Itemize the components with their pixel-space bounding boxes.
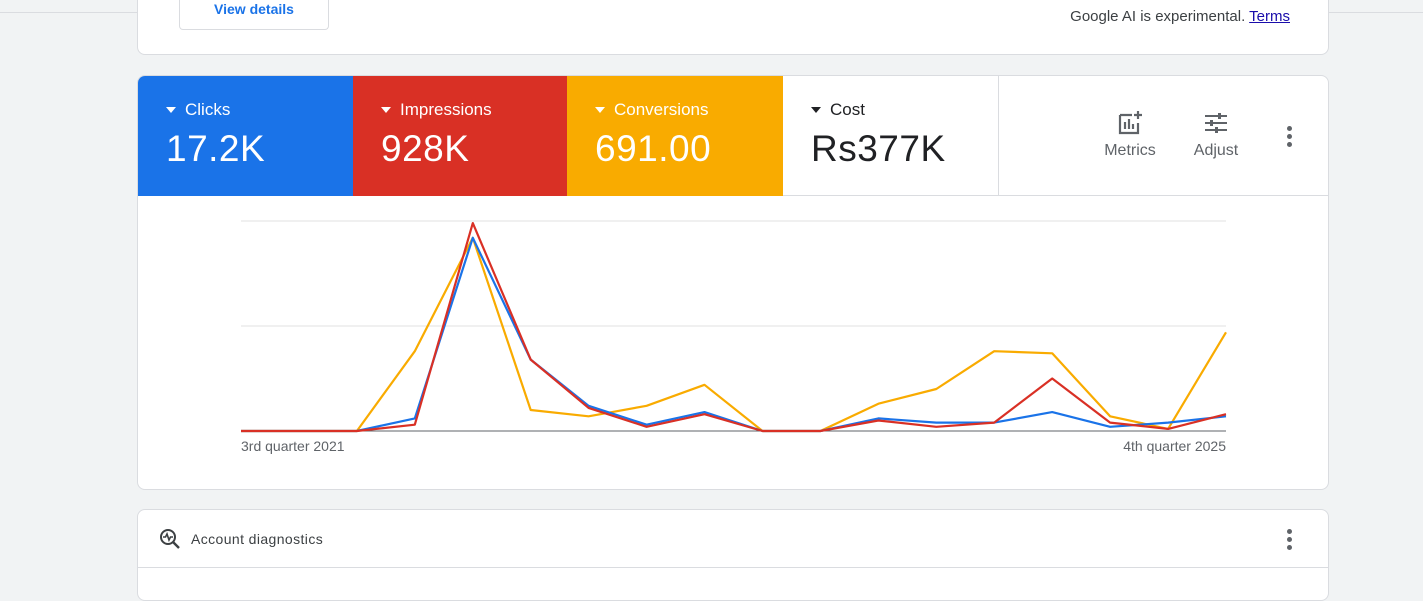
scorecard-conversions[interactable]: Conversions 691.00 [567, 76, 783, 196]
tune-icon [1205, 113, 1227, 133]
account-diagnostics-card: Account diagnostics [137, 509, 1329, 601]
dropdown-arrow-icon[interactable] [595, 107, 605, 113]
metrics-label: Metrics [1104, 142, 1156, 159]
performance-card: Clicks 17.2K Impressions 928K Conversion… [137, 75, 1329, 490]
scorecard-label: Conversions [614, 100, 709, 119]
series-line-impressions [241, 222, 1227, 433]
scorecard-value: 928K [381, 128, 470, 169]
scorecard-value: 17.2K [166, 128, 266, 169]
scorecard-label: Impressions [400, 100, 492, 119]
series-line-clicks [241, 236, 1227, 433]
diagnostics-header: Account diagnostics [138, 510, 1328, 568]
diagnostics-search-icon [160, 529, 180, 549]
series-line-conversions [241, 236, 1227, 433]
performance-line-chart: 3rd quarter 2021 4th quarter 2025 [241, 220, 1227, 454]
scorecard-clicks[interactable]: Clicks 17.2K [138, 76, 353, 196]
adjust-label: Adjust [1193, 142, 1239, 159]
ai-summary-card: View details Google AI is experimental. … [137, 0, 1329, 55]
more-vert-icon[interactable] [1279, 529, 1299, 550]
x-axis-end-label: 4th quarter 2025 [1123, 438, 1226, 454]
scorecard-value: Rs377K [811, 128, 946, 169]
adjust-button[interactable]: Adjust [1186, 110, 1246, 160]
ai-disclaimer-text: Google AI is experimental. [1070, 8, 1246, 25]
diagnostics-title: Account diagnostics [191, 531, 324, 547]
dropdown-arrow-icon[interactable] [381, 107, 391, 113]
chart-toolbar: Metrics Adjust [999, 76, 1328, 196]
dropdown-arrow-icon[interactable] [811, 107, 821, 113]
view-details-button[interactable]: View details [179, 0, 329, 30]
scorecard-label: Cost [830, 100, 865, 119]
scorecard-value: 691.00 [595, 128, 712, 169]
scorecard-cost[interactable]: Cost Rs377K [783, 76, 999, 196]
metrics-button[interactable]: Metrics [1098, 110, 1162, 160]
terms-link[interactable]: Terms [1249, 8, 1290, 25]
ai-disclaimer: Google AI is experimental. Terms [1070, 8, 1290, 25]
more-vert-icon[interactable] [1279, 126, 1299, 147]
metrics-add-icon [1118, 111, 1142, 135]
dropdown-arrow-icon[interactable] [166, 107, 176, 113]
x-axis-start-label: 3rd quarter 2021 [241, 438, 345, 454]
scorecard-label: Clicks [185, 100, 231, 119]
scorecard-impressions[interactable]: Impressions 928K [353, 76, 567, 196]
